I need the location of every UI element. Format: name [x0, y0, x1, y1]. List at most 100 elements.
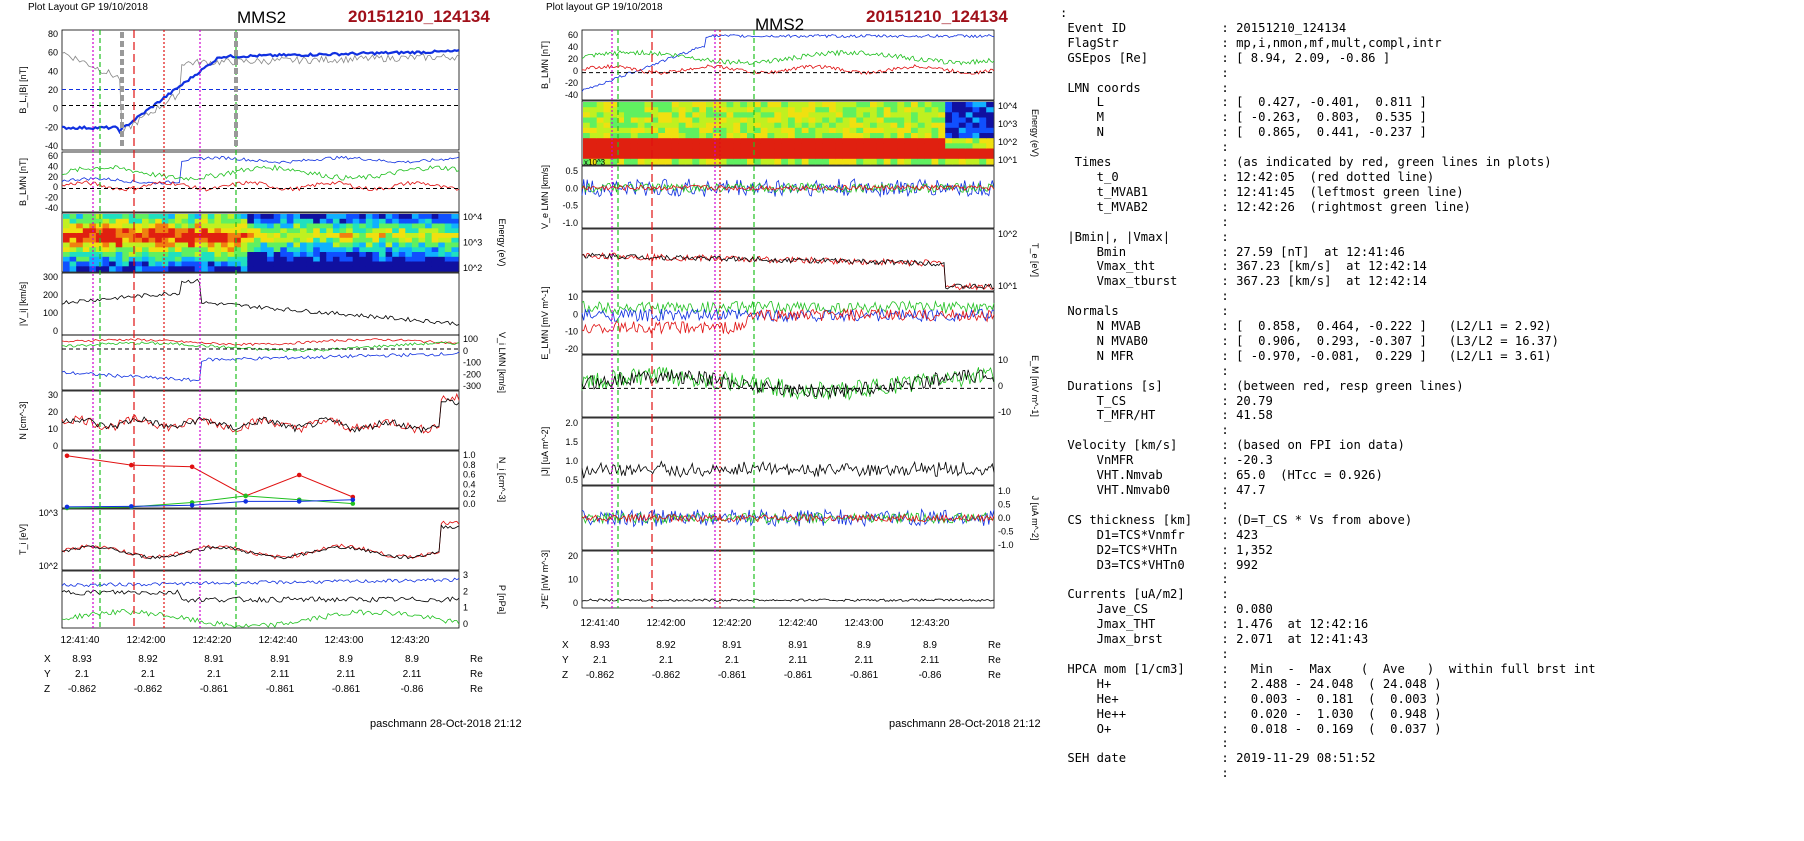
spectrogram-cell: [155, 233, 163, 239]
spectrogram-cell: [260, 237, 268, 244]
spectrogram-cell: [801, 153, 810, 160]
spectrogram-cell: [808, 107, 816, 113]
spectrogram-cell: [685, 122, 693, 129]
spectrogram-cell: [253, 261, 262, 267]
spectrogram-cell: [174, 247, 183, 253]
spectrogram-cell: [692, 148, 700, 155]
spectrogram-cell: [829, 143, 837, 150]
spectrogram-cell: [313, 266, 321, 272]
spectrogram-cell: [240, 261, 248, 267]
spectrogram-cell: [346, 218, 354, 225]
spectrogram-cell: [767, 133, 775, 139]
spectrogram-cell: [760, 153, 769, 160]
y-tick-label: 0.5: [998, 500, 1011, 510]
spectrogram-cell: [181, 247, 189, 253]
spectrogram-cell: [801, 158, 810, 165]
spectrogram-cell: [740, 138, 748, 144]
spectrogram-cell: [644, 143, 652, 150]
coord-unit: Re: [470, 669, 483, 680]
spectrogram-cell: [63, 266, 71, 272]
coord-value: 8.92: [656, 640, 676, 651]
spectrogram-cell: [201, 228, 209, 234]
spectrogram-cell: [221, 237, 229, 244]
spectrogram-cell: [168, 247, 176, 253]
spectrogram-cell: [870, 127, 878, 134]
spectrogram-cell: [174, 228, 183, 234]
spectrogram-cell: [372, 223, 380, 229]
plot-frame: [581, 291, 995, 355]
spectrogram-cell: [253, 228, 262, 234]
spectrogram-cell: [227, 242, 235, 248]
spectrogram-cell: [815, 148, 823, 155]
spectrogram-cell: [630, 112, 639, 119]
y-tick-label: 10^3: [463, 238, 482, 248]
spectrogram-cell: [712, 138, 721, 144]
spectrogram-cell: [122, 237, 130, 244]
spectrogram-cell: [753, 143, 762, 150]
spectrogram-cell: [706, 127, 714, 134]
spectrogram-cell: [617, 158, 625, 165]
spectrogram-cell: [692, 102, 700, 108]
spectrogram-cell: [624, 112, 632, 119]
spectrogram-cell: [856, 133, 864, 139]
spectrogram-cell: [630, 148, 639, 155]
spectrogram-cell: [188, 214, 196, 220]
spectrogram-cell: [924, 117, 933, 124]
spectrogram-cell: [332, 218, 341, 225]
coord-unit: Re: [988, 670, 1001, 681]
spectrogram-cell: [181, 261, 189, 267]
spectrogram-cell: [972, 133, 980, 139]
coord-unit: Re: [470, 654, 483, 665]
spectrogram-cell: [201, 242, 209, 248]
spectrogram-cell: [952, 107, 960, 113]
spectrogram-cell: [313, 237, 321, 244]
spectrogram-cell: [95, 266, 104, 272]
spectrogram-cell: [313, 214, 321, 220]
spectrogram-cell: [247, 214, 255, 220]
spectrogram-cell: [253, 223, 262, 229]
spectrogram-cell: [326, 261, 334, 267]
spectrogram-cell: [194, 214, 202, 220]
spectrogram-cell: [617, 112, 625, 119]
spectrogram-cell: [651, 143, 659, 150]
spectrogram-cell: [876, 112, 885, 119]
x-tick-label: 12:43:20: [391, 635, 430, 646]
spectrogram-cell: [280, 242, 288, 248]
je-line: [581, 598, 995, 602]
spectrogram-cell: [603, 122, 611, 129]
spectrogram-cell: [82, 261, 90, 267]
spectrogram-cell: [603, 158, 611, 165]
spectrogram-cell: [801, 122, 810, 129]
spectrogram-cell: [365, 261, 373, 267]
spectrogram-cell: [418, 242, 426, 248]
spectrogram-cell: [425, 261, 433, 267]
spectrogram-cell: [326, 218, 334, 225]
spectrogram-cell: [630, 107, 639, 113]
spectrogram-cell: [747, 143, 755, 150]
te-line: [61, 523, 460, 560]
spectrogram-cell: [965, 102, 974, 108]
spectrogram-cell: [346, 242, 354, 248]
spectrogram-cell: [610, 133, 618, 139]
spectrogram-cell: [986, 127, 994, 134]
spectrogram-cell: [405, 218, 413, 225]
spectrogram-cell: [240, 256, 248, 263]
spectrogram-cell: [617, 133, 625, 139]
info-line: :: [1060, 766, 1229, 781]
spectrogram-cell: [870, 112, 878, 119]
spectrogram-cell: [227, 228, 235, 234]
spectrogram-cell: [444, 214, 452, 220]
spectrogram-cell: [760, 107, 769, 113]
spectrogram-cell: [842, 133, 851, 139]
spectrogram-cell: [247, 252, 255, 258]
spectrogram-cell: [774, 102, 782, 108]
spectrogram-cell: [411, 256, 420, 263]
info-line: SEH date : 2019-11-29 08:51:52: [1060, 751, 1376, 766]
spectrogram-cell: [372, 218, 380, 225]
spectrogram-cell: [346, 237, 354, 244]
spectrogram-cell: [247, 223, 255, 229]
spectrogram-cell: [958, 102, 967, 108]
spectrogram-cell: [904, 102, 912, 108]
coord-value: 8.9: [857, 640, 871, 651]
spectrogram-cell: [142, 218, 150, 225]
